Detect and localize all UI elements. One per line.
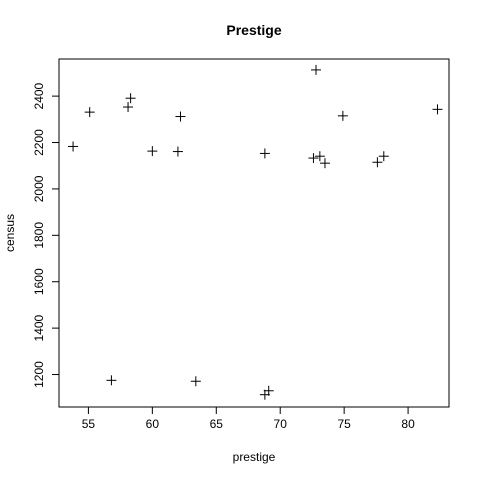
x-axis: 55 60 65 70 75 80 <box>82 407 415 431</box>
data-point <box>372 157 383 168</box>
plot-frame <box>58 58 450 408</box>
data-point <box>263 385 274 396</box>
y-tick-label: 1600 <box>32 268 46 295</box>
data-point <box>106 375 117 386</box>
data-point <box>172 146 183 157</box>
data-point <box>125 93 136 104</box>
x-tick-label: 75 <box>337 417 351 431</box>
x-tick-label: 65 <box>210 417 224 431</box>
y-axis-label: census <box>3 214 17 252</box>
data-point <box>308 153 319 164</box>
x-tick-label: 55 <box>82 417 96 431</box>
data-point <box>175 111 186 122</box>
data-point <box>190 376 201 387</box>
x-tick-label: 80 <box>401 417 415 431</box>
data-point <box>259 389 270 400</box>
y-tick-label: 2000 <box>32 175 46 202</box>
y-axis: 1200 1400 1600 1800 2000 2200 2400 <box>32 82 59 388</box>
data-point <box>337 110 348 121</box>
x-tick-label: 70 <box>274 417 288 431</box>
data-point <box>314 151 325 162</box>
data-point <box>123 102 134 113</box>
x-axis-label: prestige <box>233 450 276 464</box>
data-points <box>68 64 443 400</box>
data-point <box>84 107 95 118</box>
y-tick-label: 2200 <box>32 129 46 156</box>
y-tick-label: 2400 <box>32 82 46 109</box>
x-tick-label: 60 <box>146 417 160 431</box>
y-tick-label: 1200 <box>32 361 46 388</box>
data-point <box>432 104 443 115</box>
data-point <box>259 148 270 159</box>
y-tick-label: 1400 <box>32 314 46 341</box>
data-point <box>311 64 322 75</box>
data-point <box>147 146 158 157</box>
chart-title: Prestige <box>226 22 281 38</box>
data-point <box>378 151 389 162</box>
data-point <box>319 158 330 169</box>
data-point <box>68 141 79 152</box>
y-tick-label: 1800 <box>32 222 46 249</box>
